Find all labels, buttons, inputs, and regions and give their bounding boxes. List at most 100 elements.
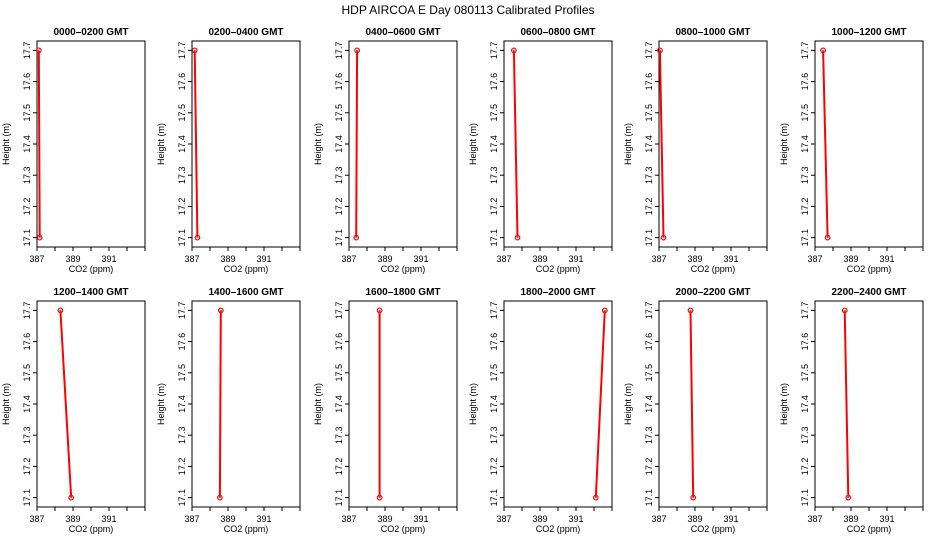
x-tick-label: 389	[843, 254, 858, 264]
y-tick-label: 17.7	[334, 42, 344, 60]
profile-point	[820, 47, 826, 54]
x-tick-label: 389	[843, 514, 858, 524]
x-tick-label: 391	[101, 514, 116, 524]
y-tick-label: 17.1	[177, 489, 187, 507]
x-tick-label: 389	[687, 514, 702, 524]
y-tick-label: 17.6	[644, 73, 654, 91]
panel-title: 1600–1800 GMT	[365, 287, 440, 298]
x-tick-label: 391	[568, 254, 583, 264]
y-tick-label: 17.2	[800, 458, 810, 476]
x-axis-label: CO2 (ppm)	[847, 264, 892, 274]
y-tick-label: 17.5	[644, 364, 654, 382]
profile-point	[68, 494, 75, 501]
y-tick-label: 17.1	[177, 229, 187, 247]
x-tick-label: 391	[879, 514, 894, 524]
panel-title: 0800–1000 GMT	[675, 27, 750, 38]
y-tick-label: 17.7	[644, 42, 654, 60]
plot-frame	[348, 40, 458, 248]
y-tick-label: 17.6	[334, 73, 344, 91]
y-tick-label: 17.5	[22, 364, 32, 382]
y-tick-label: 17.3	[22, 166, 32, 184]
profile-point	[376, 494, 383, 501]
panel-title: 1000–1200 GMT	[831, 27, 906, 38]
y-tick-label: 17.6	[489, 73, 499, 91]
y-tick-label: 17.2	[334, 458, 344, 476]
y-tick-label: 17.4	[489, 135, 499, 153]
plot-frame	[191, 300, 301, 508]
x-tick-label: 389	[687, 254, 702, 264]
profile-panel: 0200–0400 GMT 387 389 391 17.1 17.2 17.3 17.4 17…	[156, 27, 301, 274]
y-tick-label: 17.6	[644, 333, 654, 351]
x-tick-label: 389	[65, 514, 80, 524]
x-tick-label: 389	[532, 514, 547, 524]
x-axis-label: CO2 (ppm)	[536, 264, 581, 274]
y-tick-label: 17.7	[489, 42, 499, 60]
y-tick-label: 17.4	[334, 135, 344, 153]
profile-point	[824, 234, 831, 241]
x-tick-label: 389	[65, 254, 80, 264]
y-tick-label: 17.3	[800, 166, 810, 184]
x-tick-label: 387	[496, 514, 511, 524]
profile-panel: 0600–0800 GMT 387 389 391 17.1 17.2 17.3 17.4 17…	[468, 27, 613, 274]
profile-line	[193, 50, 199, 238]
x-tick-label: 387	[29, 514, 44, 524]
profile-point	[687, 307, 694, 314]
plot-frame	[348, 300, 458, 508]
profile-panel: 1600–1800 GMT 387 389 391 17.1 17.2 17.3 17.4 17…	[313, 287, 458, 534]
y-tick-label: 17.7	[800, 302, 810, 320]
x-tick-label: 391	[413, 254, 428, 264]
y-tick-label: 17.5	[644, 104, 654, 122]
x-tick-label: 389	[220, 514, 235, 524]
x-tick-label: 387	[807, 254, 822, 264]
y-tick-label: 17.6	[177, 333, 187, 351]
y-tick-label: 17.2	[800, 198, 810, 216]
plot-frame	[658, 40, 768, 248]
x-axis-label: CO2 (ppm)	[69, 264, 114, 274]
y-tick-label: 17.5	[800, 364, 810, 382]
y-tick-label: 17.4	[334, 395, 344, 413]
y-tick-label: 17.3	[177, 166, 187, 184]
y-tick-label: 17.6	[489, 333, 499, 351]
y-tick-label: 17.1	[334, 229, 344, 247]
plot-frame	[36, 40, 146, 248]
y-tick-label: 17.2	[22, 458, 32, 476]
y-tick-label: 17.6	[334, 333, 344, 351]
y-tick-label: 17.1	[800, 489, 810, 507]
profile-point	[376, 307, 383, 314]
panel-title: 1200–1400 GMT	[53, 287, 128, 298]
y-tick-label: 17.5	[800, 104, 810, 122]
x-tick-label: 389	[377, 514, 392, 524]
y-tick-label: 17.6	[22, 73, 32, 91]
y-axis-label: Height (m)	[1, 123, 11, 165]
profile-point	[57, 307, 64, 314]
x-tick-label: 387	[651, 514, 666, 524]
y-tick-label: 17.3	[800, 426, 810, 444]
y-axis-label: Height (m)	[623, 123, 633, 165]
panel-title: 0000–0200 GMT	[53, 27, 128, 38]
y-tick-label: 17.2	[489, 458, 499, 476]
y-tick-label: 17.7	[22, 302, 32, 320]
profile-panel: 2200–2400 GMT 387 389 391 17.1 17.2 17.3 17.4 17…	[779, 287, 924, 534]
y-tick-label: 17.3	[334, 426, 344, 444]
y-axis-label: Height (m)	[313, 123, 323, 165]
y-axis-label: Height (m)	[779, 123, 789, 165]
y-tick-label: 17.5	[489, 104, 499, 122]
profile-panel: 0000–0200 GMT 387 389 391 17.1 17.2 17.3 17.4 17…	[1, 27, 146, 274]
panel-title: 0400–0600 GMT	[365, 27, 440, 38]
plot-frame	[36, 300, 146, 508]
y-axis-label: Height (m)	[623, 383, 633, 425]
x-tick-label: 387	[341, 514, 356, 524]
y-tick-label: 17.4	[177, 395, 187, 413]
figure-title: HDP AIRCOA E Day 080113 Calibrated Profi…	[341, 3, 594, 17]
y-tick-label: 17.7	[489, 302, 499, 320]
profile-point	[690, 494, 697, 501]
y-tick-label: 17.1	[489, 229, 499, 247]
y-tick-label: 17.3	[489, 166, 499, 184]
profile-point	[216, 494, 223, 501]
panel-title: 2200–2400 GMT	[831, 287, 906, 298]
panel-title: 1800–2000 GMT	[520, 287, 595, 298]
plot-frame	[814, 40, 924, 248]
x-tick-label: 391	[256, 254, 271, 264]
y-tick-label: 17.6	[22, 333, 32, 351]
y-axis-label: Height (m)	[1, 383, 11, 425]
